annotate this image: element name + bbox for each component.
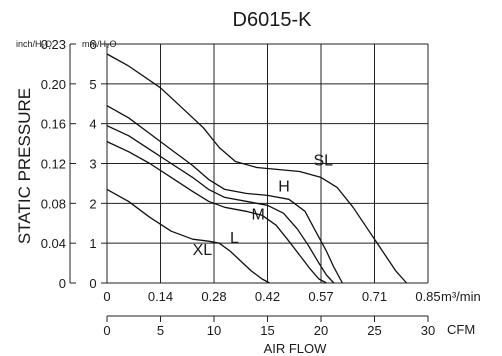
curve-label-xl: XL <box>193 242 213 259</box>
y-inch-tick-label: 0 <box>59 276 66 291</box>
x-m3-tick-label: 0.14 <box>148 289 173 304</box>
x-cfm-tick-label: 25 <box>367 323 381 338</box>
x-m3-tick-label: 0.57 <box>308 289 333 304</box>
y-inch-tick-label: 0.04 <box>41 236 66 251</box>
unit-mm-label: mm/H₂O <box>82 39 117 49</box>
y-mm-tick-label: 5 <box>89 77 96 92</box>
y-mm-tick-label: 1 <box>89 236 96 251</box>
x-m3-tick-label: 0.42 <box>255 289 280 304</box>
x-m3-tick-label: 0.28 <box>201 289 226 304</box>
y-axis-label: STATIC PRESSURE <box>15 88 34 244</box>
curve-m <box>106 125 335 284</box>
curve-sl <box>106 53 408 284</box>
x-cfm-tick-label: 5 <box>157 323 164 338</box>
y-inch-tick-label: 0.20 <box>41 77 66 92</box>
x-m3-tick-label: 0.71 <box>362 289 387 304</box>
y-inch-tick-label: 0.23 <box>41 37 66 52</box>
x-cfm-tick-label: 15 <box>260 323 274 338</box>
y-inch-tick-label: 0.08 <box>41 196 66 211</box>
curve-label-sl: SL <box>314 152 334 169</box>
curve-xl <box>106 188 270 284</box>
curve-label-m: M <box>251 206 264 223</box>
y-mm-tick-label: 2 <box>89 196 96 211</box>
y-mm-tick-label: 0 <box>89 276 96 291</box>
unit-cfm-label: CFM <box>447 322 475 337</box>
curve-l <box>106 141 327 284</box>
y-mm-tick-label: 6 <box>89 37 96 52</box>
curve-label-h: H <box>278 178 290 195</box>
unit-inch-label: inch/H₂O <box>16 39 52 49</box>
y-inch-tick-label: 0.16 <box>41 117 66 132</box>
x-cfm-tick-label: 10 <box>207 323 221 338</box>
x-cfm-tick-label: 0 <box>103 323 110 338</box>
x-cfm-tick-label: 20 <box>314 323 328 338</box>
curve-h <box>106 105 343 284</box>
y-inch-tick-label: 0.12 <box>41 157 66 172</box>
y-mm-tick-label: 4 <box>89 117 96 132</box>
x-axis-label: AIR FLOW <box>264 341 328 356</box>
unit-m3-label: m³/min <box>441 289 481 304</box>
y-mm-tick-label: 3 <box>89 157 96 172</box>
x-cfm-tick-label: 30 <box>421 323 435 338</box>
chart-title: D6015-K <box>233 9 313 31</box>
x-m3-tick-label: 0.85 <box>415 289 440 304</box>
curve-labels: SL HML XL <box>193 152 334 259</box>
curve-label-l: L <box>230 230 239 247</box>
grid <box>106 43 429 284</box>
x-m3-tick-label: 0 <box>103 289 110 304</box>
curves <box>106 53 408 284</box>
